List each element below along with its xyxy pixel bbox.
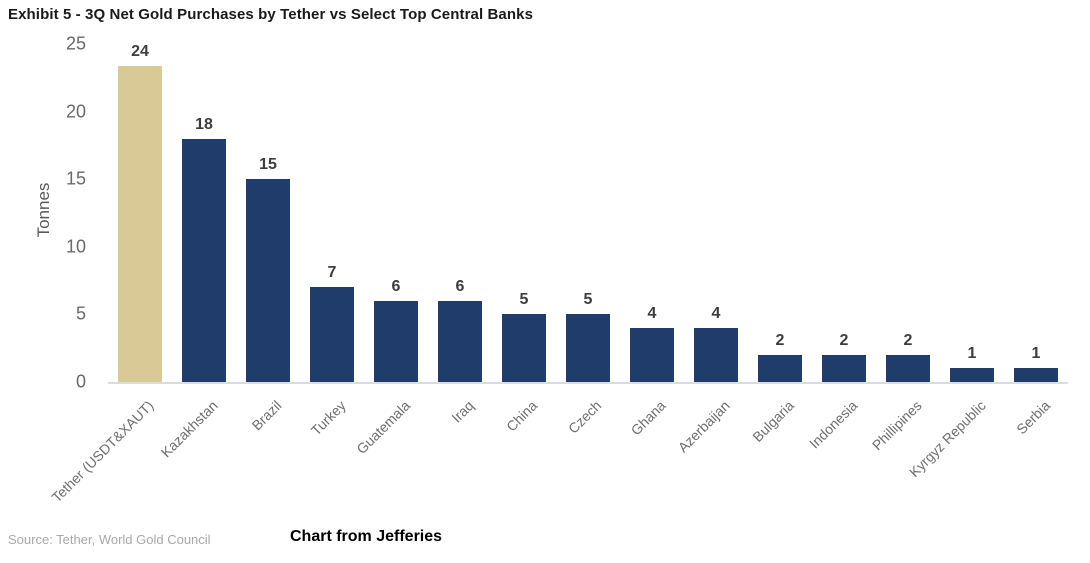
y-axis-ticks: 0 5 10 15 20 25	[38, 34, 86, 392]
bar-azerbaijan	[694, 327, 738, 382]
x-axis-category-label: Bulgaria	[748, 397, 797, 445]
bar-value-label: 5	[583, 291, 593, 309]
bar-tether-usdt-xaut	[118, 66, 162, 382]
bar-slot: 2 Bulgaria	[748, 44, 812, 445]
x-axis-category-label: Tether (USDT&XAUT)	[48, 397, 157, 506]
x-axis-category-label: Guatemala	[352, 397, 413, 458]
bar-value-label: 18	[195, 115, 213, 133]
bar-slot: 7 Turkey	[300, 44, 364, 439]
x-axis-category-label: Indonesia	[806, 397, 861, 452]
bar-china	[502, 314, 546, 382]
bar-turkey	[310, 287, 354, 382]
bar-indonesia	[822, 354, 866, 382]
bar-slot: 15 Brazil	[236, 44, 300, 433]
bar-value-label: 7	[327, 264, 337, 282]
bar-brazil	[246, 179, 290, 382]
bar-value-label: 15	[259, 156, 277, 174]
y-tick-label: 15	[65, 168, 86, 189]
bar-value-label: 6	[391, 277, 401, 295]
y-tick-label: 5	[75, 303, 86, 324]
x-axis-category-label: China	[503, 397, 541, 435]
bar-value-label: 5	[519, 291, 529, 309]
bar-value-label: 24	[131, 43, 149, 60]
x-axis-category-label: Serbia	[1012, 397, 1053, 438]
chart-title: Exhibit 5 - 3Q Net Gold Purchases by Tet…	[8, 6, 534, 23]
bar-iraq	[438, 300, 482, 382]
source-note: Source: Tether, World Gold Council	[8, 532, 211, 547]
y-tick-label: 25	[65, 33, 86, 54]
bar-guatemala	[374, 300, 418, 382]
bar-bulgaria	[758, 354, 802, 382]
x-axis-category-label: Brazil	[248, 397, 285, 434]
bar-slot: 4 Azerbaijan	[675, 44, 748, 455]
y-tick-label: 20	[65, 101, 86, 122]
bar-slot: 6 Guatemala	[353, 44, 428, 457]
x-axis-category-label: Iraq	[448, 397, 477, 426]
bar-kyrgyz-republic	[950, 368, 994, 382]
bar-value-label: 1	[1031, 345, 1041, 363]
y-tick-label: 0	[75, 371, 86, 392]
x-axis-category-label: Azerbaijan	[674, 397, 733, 456]
bar-value-label: 4	[647, 304, 657, 322]
bar-slot: 6 Iraq	[428, 44, 492, 426]
bar-slot: 18 Kazakhstan	[158, 44, 236, 460]
bar-czech	[566, 314, 610, 382]
bar-value-label: 1	[967, 345, 977, 363]
x-axis-category-label: Ghana	[627, 397, 669, 439]
bar-slot: 4 Ghana	[620, 44, 684, 438]
bar-value-label: 4	[711, 304, 721, 322]
bar-slot: 5 China	[492, 44, 556, 434]
bar-slot: 5 Czech	[556, 44, 620, 437]
x-axis-category-label: Phillipines	[868, 397, 925, 454]
bar-value-label: 2	[775, 331, 785, 349]
bar-kazakhstan	[182, 138, 226, 382]
bar-value-label: 2	[839, 331, 849, 349]
bar-value-label: 6	[455, 277, 465, 295]
bar-slot: 1 Serbia	[1004, 44, 1068, 437]
bar-slot: 2 Indonesia	[806, 44, 876, 452]
bar-slot: 24 Tether (USDT&XAUT)	[48, 43, 172, 505]
plot-area: 0 5 10 15 20 25 24 Tether (USDT&XAUT) 18 Kazakhs…	[48, 34, 1068, 505]
x-axis-category-label: Kazakhstan	[157, 397, 221, 461]
bar-ghana	[630, 327, 674, 382]
attribution-note: Chart from Jefferies	[290, 528, 443, 545]
bars-container: 24 Tether (USDT&XAUT) 18 Kazakhstan 15 Brazil…	[48, 43, 1068, 505]
y-tick-label: 10	[65, 236, 86, 257]
bar-slot: 1 Kyrgyz Republic	[906, 44, 1004, 480]
bar-phillipines	[886, 354, 930, 382]
bar-value-label: 2	[903, 331, 913, 349]
bar-serbia	[1014, 368, 1058, 382]
x-axis-category-label: Czech	[565, 397, 605, 437]
bar-slot: 2 Phillipines	[869, 44, 940, 453]
x-axis-category-label: Turkey	[307, 397, 349, 439]
